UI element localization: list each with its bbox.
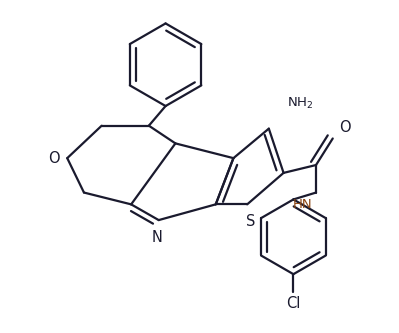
Text: S: S [247,214,256,229]
Text: N: N [151,230,162,245]
Text: HN: HN [292,198,312,211]
Text: NH$_2$: NH$_2$ [286,96,313,111]
Text: Cl: Cl [286,296,300,311]
Text: O: O [339,120,350,135]
Text: O: O [48,151,59,166]
